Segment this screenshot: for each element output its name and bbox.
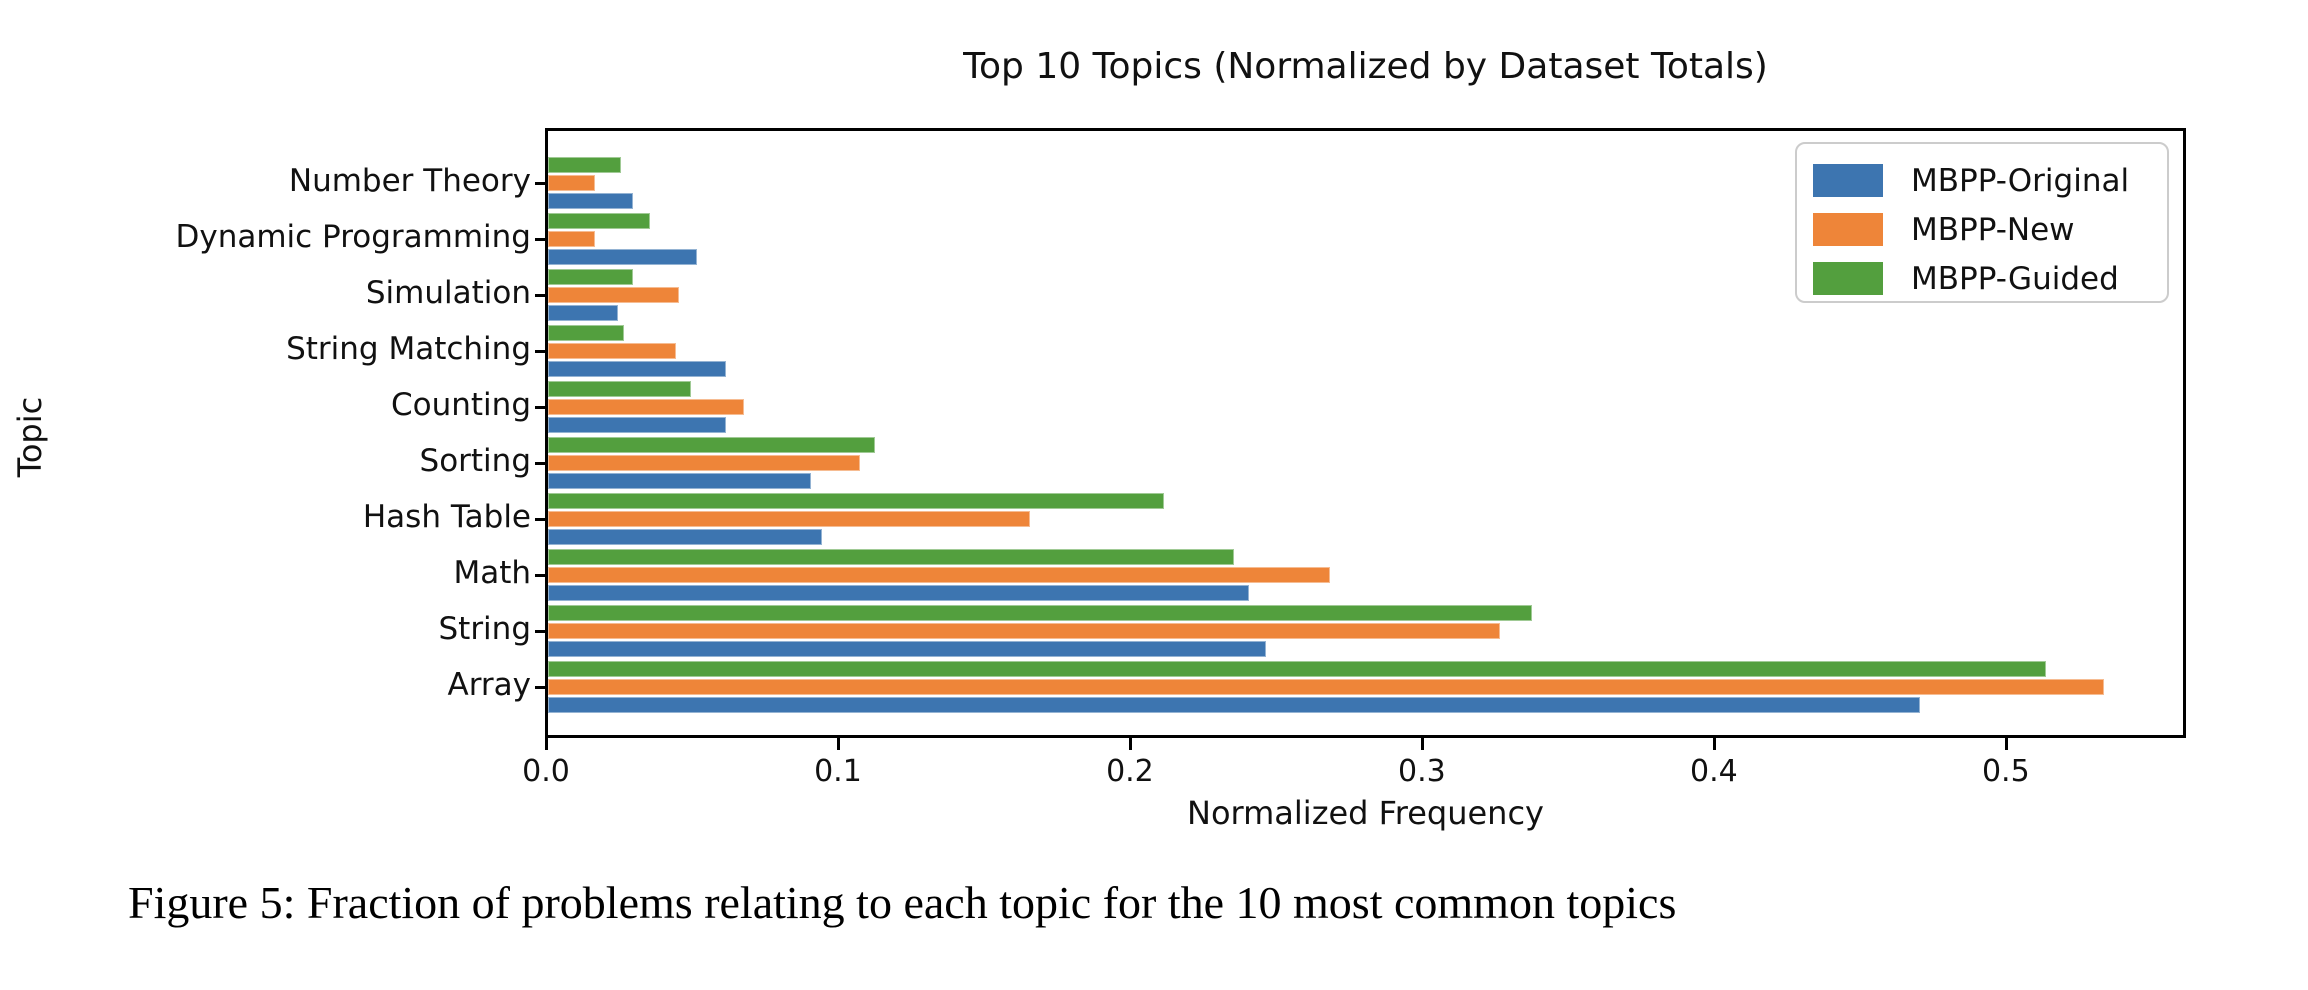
- bar: [548, 305, 619, 321]
- x-tick-label: 0.3: [1398, 754, 1446, 789]
- bar: [548, 493, 1165, 509]
- y-tick-mark: [535, 406, 545, 409]
- x-tick-mark: [836, 738, 840, 750]
- bar: [548, 269, 633, 285]
- y-axis-label: Topic: [11, 396, 49, 478]
- bar: [548, 157, 621, 173]
- y-tick-label: Counting: [391, 387, 531, 423]
- x-tick-mark: [545, 738, 548, 750]
- bar: [548, 623, 1500, 639]
- bar: [548, 585, 1249, 601]
- bar: [548, 325, 624, 341]
- y-tick-mark: [535, 350, 545, 353]
- legend-swatch: [1813, 213, 1883, 246]
- x-tick-mark: [1420, 738, 1424, 750]
- x-tick-mark: [1712, 738, 1716, 750]
- bar: [548, 473, 811, 489]
- bar: [548, 437, 875, 453]
- y-tick-label: String: [438, 611, 531, 647]
- legend-swatch: [1813, 164, 1883, 197]
- y-tick-label: Simulation: [365, 275, 531, 311]
- bar: [548, 697, 1921, 713]
- legend-entry: MBPP-Original: [1813, 162, 2130, 199]
- y-tick-label: Hash Table: [362, 499, 531, 535]
- x-tick-label: 0.1: [814, 754, 862, 789]
- x-tick-mark: [1128, 738, 1132, 750]
- legend-label: MBPP-Guided: [1911, 260, 2119, 297]
- y-tick-label: Sorting: [419, 443, 531, 479]
- bar: [548, 361, 727, 377]
- figure-caption: Figure 5: Fraction of problems relating …: [128, 877, 1677, 928]
- bar: [548, 287, 680, 303]
- bar: [548, 679, 2105, 695]
- bar: [548, 399, 744, 415]
- y-tick-label: Dynamic Programming: [175, 219, 531, 255]
- bar: [548, 249, 697, 265]
- bar: [548, 529, 823, 545]
- x-tick-mark: [2004, 738, 2008, 750]
- y-tick-mark: [535, 686, 545, 689]
- chart-title: Top 10 Topics (Normalized by Dataset Tot…: [963, 46, 1768, 87]
- y-tick-mark: [535, 574, 545, 577]
- legend-label: MBPP-Original: [1911, 162, 2130, 199]
- x-tick-label: 0.0: [522, 754, 570, 789]
- y-tick-mark: [535, 238, 545, 241]
- y-tick-mark: [535, 518, 545, 521]
- bar: [548, 511, 1030, 527]
- bar: [548, 641, 1267, 657]
- legend-entry: MBPP-Guided: [1813, 260, 2119, 297]
- y-tick-mark: [535, 182, 545, 185]
- bar: [548, 175, 595, 191]
- bar: [548, 213, 651, 229]
- bar: [548, 549, 1235, 565]
- y-tick-label: Array: [447, 667, 532, 703]
- y-tick-mark: [535, 630, 545, 633]
- legend-swatch: [1813, 262, 1883, 295]
- bar: [548, 567, 1331, 583]
- bar: [548, 661, 2046, 677]
- legend-label: MBPP-New: [1911, 211, 2075, 248]
- x-tick-label: 0.5: [1981, 754, 2030, 789]
- bar: [548, 193, 633, 209]
- legend-entry: MBPP-New: [1813, 211, 2075, 248]
- bar: [548, 231, 595, 247]
- x-tick-label: 0.4: [1689, 754, 1738, 789]
- legend: MBPP-Original MBPP-New MBPP-Guided: [1795, 142, 2169, 303]
- x-tick-label: 0.2: [1106, 754, 1154, 789]
- bar: [548, 343, 677, 359]
- bar: [548, 417, 727, 433]
- y-tick-label: String Matching: [286, 331, 531, 367]
- bar: [548, 605, 1532, 621]
- y-tick-label: Number Theory: [288, 163, 531, 199]
- bar: [548, 381, 692, 397]
- y-tick-label: Math: [453, 555, 531, 591]
- x-axis-label: Normalized Frequency: [1187, 794, 1544, 832]
- y-tick-mark: [535, 294, 545, 297]
- y-tick-mark: [535, 462, 545, 465]
- bar: [548, 455, 861, 471]
